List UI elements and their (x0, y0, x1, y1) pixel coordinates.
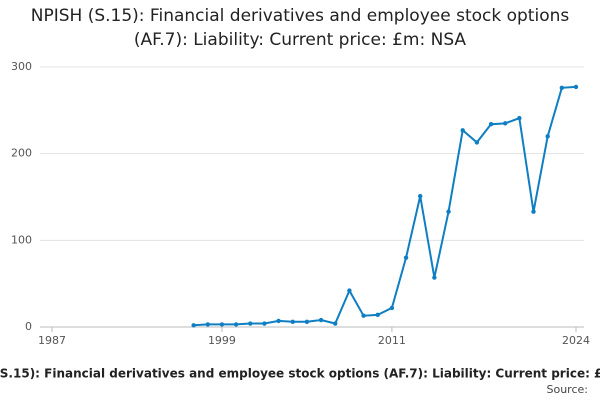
point (474, 140, 480, 145)
point (502, 121, 508, 126)
x-tick-label: 2024 (562, 334, 590, 347)
point (531, 209, 536, 214)
point (276, 318, 281, 324)
point (347, 288, 352, 293)
point (318, 317, 324, 323)
point (262, 321, 267, 326)
point (233, 322, 239, 327)
point (290, 319, 295, 324)
point (559, 85, 565, 91)
point (219, 322, 225, 327)
y-tick-label: 300 (11, 60, 32, 73)
point (248, 321, 253, 326)
chart-title: NPISH (S.15): Financial derivatives and … (30, 6, 570, 50)
x-tick-label: 1999 (208, 334, 236, 347)
legend-entry: NPISH (S.15): Financial derivatives and … (0, 367, 600, 381)
point (545, 134, 550, 139)
y-tick-label: 0 (25, 320, 32, 333)
point (304, 319, 310, 324)
point (517, 115, 522, 121)
point (375, 312, 380, 318)
source: Source: (547, 383, 589, 396)
point (418, 193, 423, 199)
y-tick-label: 100 (11, 233, 32, 246)
point (446, 209, 451, 214)
line (193, 85, 577, 327)
point (389, 305, 395, 311)
point (205, 322, 210, 327)
point (333, 321, 338, 326)
point (361, 313, 366, 318)
x-tick-label: 2011 (378, 334, 406, 347)
point (432, 275, 437, 280)
x-tick-label: 1987 (38, 334, 66, 347)
point (460, 128, 465, 133)
point (488, 122, 494, 127)
point (191, 323, 196, 328)
point (573, 84, 579, 90)
y-tick-label: 200 (11, 147, 32, 160)
point (403, 255, 409, 260)
